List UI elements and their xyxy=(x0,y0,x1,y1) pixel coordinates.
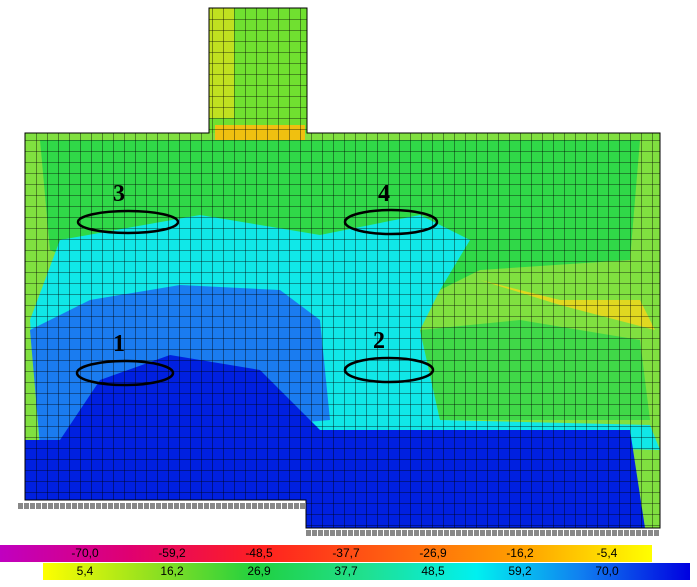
legend: -70,0 -59,2 -48,5 -37,7 -26,9 -16,2 -5,4 5,4 16,… xyxy=(71,546,619,578)
legend-label: -70,0 xyxy=(71,546,99,560)
zone-label: 4 xyxy=(378,181,390,207)
legend-label: 16,2 xyxy=(160,564,184,578)
legend-label: -48,5 xyxy=(245,546,273,560)
legend-label: 37,7 xyxy=(334,564,358,578)
legend-label: -37,7 xyxy=(332,546,360,560)
zone-label: 1 xyxy=(113,331,125,357)
zone-label: 3 xyxy=(113,181,125,207)
zone-ellipse xyxy=(343,208,439,236)
legend-label: 5,4 xyxy=(77,564,94,578)
legend-label: 26,9 xyxy=(247,564,271,578)
legend-positive-bar xyxy=(43,563,690,580)
legend-label: 48,5 xyxy=(421,564,445,578)
legend-label: 59,2 xyxy=(508,564,532,578)
slab-outline xyxy=(24,7,661,529)
zone-ellipse xyxy=(75,359,175,387)
legend-label: -5,4 xyxy=(597,546,618,560)
legend-label: -16,2 xyxy=(506,546,534,560)
zone-ellipse xyxy=(343,356,435,384)
legend-label: -26,9 xyxy=(419,546,447,560)
zone-label: 2 xyxy=(373,328,385,354)
zone-ellipses xyxy=(75,208,439,387)
legend-label: 70,0 xyxy=(595,564,619,578)
zone-ellipse xyxy=(76,209,180,235)
legend-label: -59,2 xyxy=(158,546,186,560)
legend-negative-bar xyxy=(0,545,652,562)
